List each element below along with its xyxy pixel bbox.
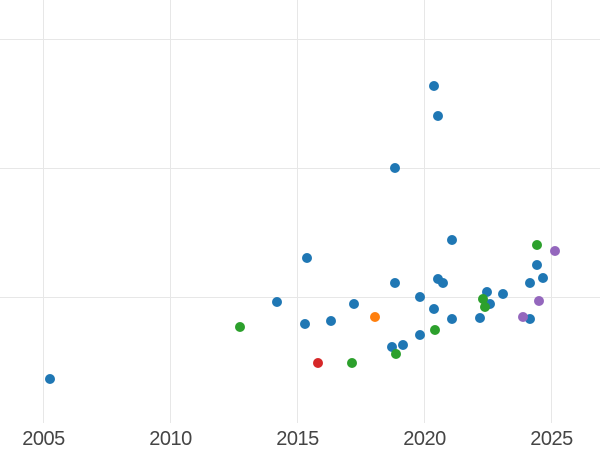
x-tick-label: 2005 [22, 428, 65, 450]
scatter-point-blue [390, 278, 400, 288]
scatter-point-blue [532, 260, 542, 270]
horizontal-gridline [0, 38, 600, 40]
scatter-point-blue [429, 81, 439, 91]
scatter-point-blue [482, 287, 492, 297]
horizontal-gridline [0, 167, 600, 169]
scatter-point-blue [438, 278, 448, 288]
vertical-gridline [296, 0, 299, 423]
scatter-point-green [235, 322, 245, 332]
scatter-point-purple [518, 312, 528, 322]
scatter-point-green [347, 358, 357, 368]
x-tick-label: 2025 [530, 428, 573, 450]
scatter-point-blue [326, 316, 336, 326]
scatter-point-blue [498, 289, 508, 299]
scatter-point-blue [349, 299, 359, 309]
scatter-point-blue [447, 235, 457, 245]
x-tick-label: 2010 [149, 428, 192, 450]
vertical-gridline [42, 0, 45, 423]
scatter-point-blue [302, 253, 312, 263]
scatter-point-blue [433, 111, 443, 121]
scatter-point-blue [387, 342, 397, 352]
x-tick-label: 2015 [276, 428, 319, 450]
scatter-point-blue [525, 278, 535, 288]
vertical-gridline [550, 0, 553, 423]
scatter-point-purple [550, 246, 560, 256]
scatter-point-blue [429, 304, 439, 314]
scatter-point-blue [485, 299, 495, 309]
scatter-point-blue [398, 340, 408, 350]
scatter-point-blue [300, 319, 310, 329]
scatter-point-blue [415, 330, 425, 340]
scatter-point-blue [272, 297, 282, 307]
scatter-point-blue [45, 374, 55, 384]
scatter-point-blue [538, 273, 548, 283]
scatter-point-green [532, 240, 542, 250]
scatter-point-blue [525, 314, 535, 324]
horizontal-gridline [0, 296, 600, 298]
scatter-point-orange [370, 312, 380, 322]
vertical-gridline [169, 0, 172, 423]
scatter-point-red [313, 358, 323, 368]
scatter-point-blue [475, 313, 485, 323]
scatter-point-green [430, 325, 440, 335]
scatter-point-blue [415, 292, 425, 302]
scatter-point-blue [390, 163, 400, 173]
scatter-point-green [478, 294, 488, 304]
scatter-point-green [391, 349, 401, 359]
scatter-point-purple [534, 296, 544, 306]
scatter-point-blue [447, 314, 457, 324]
scatter-point-green [480, 302, 490, 312]
vertical-gridline [423, 0, 426, 423]
x-tick-label: 2020 [403, 428, 446, 450]
